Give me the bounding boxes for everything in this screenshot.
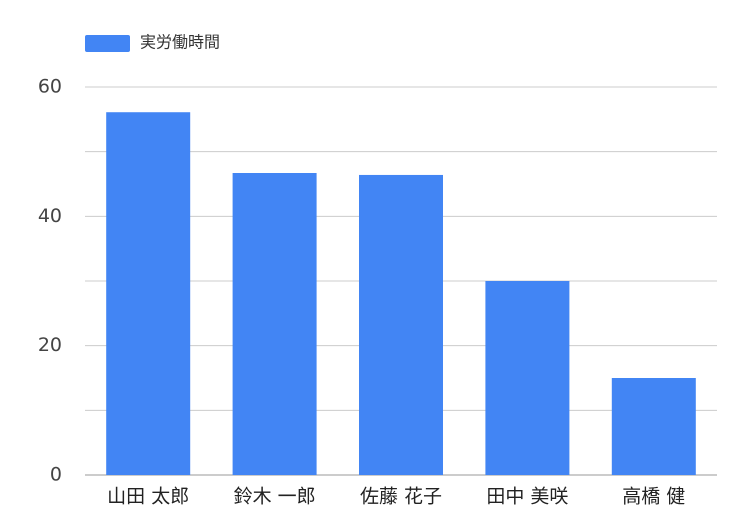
legend-swatch bbox=[85, 35, 130, 52]
bar bbox=[611, 378, 696, 475]
bar bbox=[359, 174, 443, 476]
bar bbox=[106, 112, 191, 475]
y-tick-label: 20 bbox=[38, 334, 62, 356]
x-tick-label: 田中 美咲 bbox=[486, 486, 568, 508]
x-tick-label: 鈴木 一郎 bbox=[234, 486, 316, 508]
y-tick-label: 60 bbox=[38, 76, 62, 98]
y-tick-label: 40 bbox=[38, 205, 62, 227]
bar bbox=[485, 281, 570, 475]
y-tick-label: 0 bbox=[50, 464, 62, 486]
legend-label: 実労働時間 bbox=[140, 33, 220, 52]
x-tick-label: 佐藤 花子 bbox=[360, 486, 442, 508]
bar bbox=[232, 173, 317, 476]
x-tick-label: 山田 太郎 bbox=[107, 486, 189, 508]
x-tick-label: 高橋 健 bbox=[622, 486, 685, 508]
